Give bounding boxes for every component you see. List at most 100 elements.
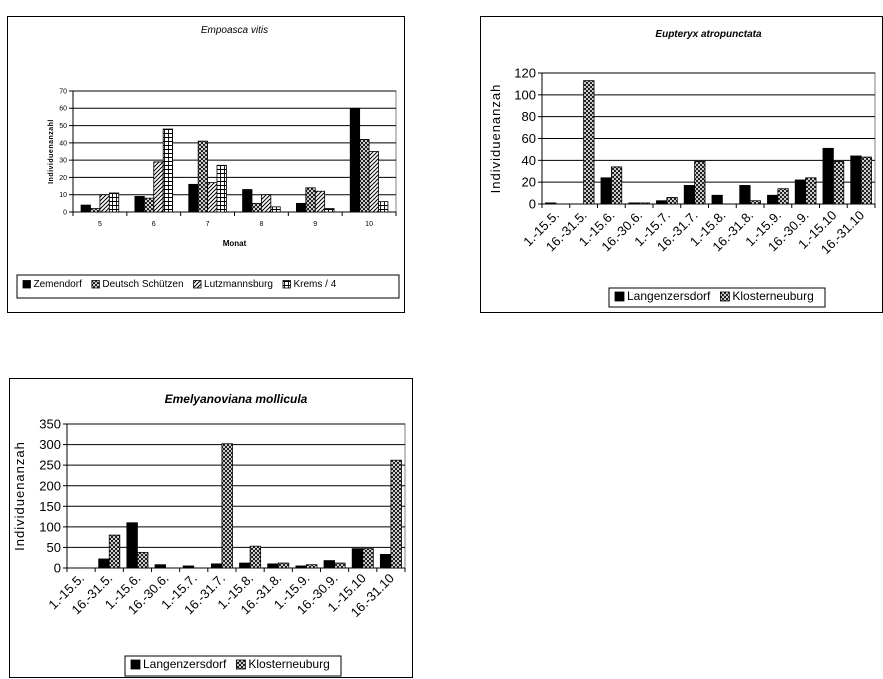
- bar: [216, 164, 227, 213]
- legend-entry: Klosterneuburg: [732, 289, 813, 303]
- y-tick-label: 80: [522, 109, 536, 124]
- bar: [362, 548, 374, 569]
- bar: [767, 194, 779, 205]
- bar: [296, 202, 307, 213]
- legend-entry: Lutzmannsburg: [204, 279, 273, 290]
- bar: [777, 188, 789, 205]
- bar: [749, 200, 761, 205]
- chart-title: Empoasca vitis: [201, 25, 268, 36]
- legend-entry: Langenzersdorf: [627, 289, 711, 303]
- bar: [390, 459, 402, 569]
- bar: [368, 151, 379, 213]
- bar: [638, 202, 650, 205]
- bar: [80, 204, 91, 213]
- bar: [805, 177, 817, 205]
- legend-entry: Zemendorf: [34, 279, 83, 290]
- legend-swatch: [719, 291, 730, 302]
- bar: [270, 206, 281, 213]
- bar: [277, 562, 290, 569]
- bar: [98, 558, 110, 569]
- bar: [295, 565, 307, 569]
- bar: [108, 534, 121, 569]
- bar: [583, 80, 595, 205]
- bar: [99, 194, 110, 213]
- bar: [249, 545, 262, 569]
- chart-title: Eupteryx atropunctata: [655, 29, 762, 40]
- bar: [210, 563, 223, 569]
- y-tick-label: 0: [529, 197, 536, 212]
- bar: [323, 560, 335, 569]
- y-tick-label: 120: [514, 66, 536, 81]
- y-tick-label: 10: [59, 192, 67, 199]
- legend-entry: Krems / 4: [293, 279, 336, 290]
- chart-empoasca-vitis: Empoasca vitis 0 10 20 30 40 50 60 70 Individuena…: [7, 16, 405, 313]
- legend-swatch: [282, 280, 291, 289]
- bar: [739, 185, 751, 205]
- y-tick-label: 100: [39, 519, 61, 534]
- chart-2-svg: Eupteryx atropunctata 0 20 40 60 80 100 120 Indi…: [488, 29, 876, 308]
- chart-title: Emelyanoviana mollicula: [165, 392, 308, 406]
- bar: [628, 202, 640, 205]
- legend-swatch: [91, 280, 100, 289]
- bar: [197, 140, 208, 213]
- bar: [251, 202, 262, 213]
- bar: [694, 161, 706, 205]
- bar: [600, 177, 612, 205]
- bar: [108, 192, 120, 213]
- legend-entry: Klosterneuburg: [248, 657, 329, 671]
- legend-box: [608, 287, 826, 308]
- bar: [137, 551, 149, 569]
- y-tick-label: 350: [39, 417, 61, 432]
- bar: [850, 155, 862, 205]
- legend-swatch: [130, 659, 141, 670]
- bar: [267, 563, 279, 569]
- y-tick-label: 50: [59, 123, 67, 130]
- bar: [188, 183, 199, 213]
- bar: [134, 196, 145, 213]
- bar: [822, 147, 834, 205]
- y-tick-label: 0: [63, 209, 67, 216]
- bar: [239, 562, 251, 569]
- bar: [351, 548, 364, 569]
- bar: [711, 194, 723, 205]
- bar: [306, 564, 318, 569]
- chart-3-svg: Emelyanoviana mollicula 0 50 100 150 200 250 30…: [12, 392, 406, 677]
- y-tick-label: 70: [59, 88, 67, 95]
- y-axis-label: Individuenanzah: [488, 84, 503, 194]
- y-tick-label: 40: [522, 153, 536, 168]
- x-tick-label: 7: [206, 221, 210, 228]
- y-tick-label: 300: [39, 437, 61, 452]
- bar: [683, 185, 696, 205]
- legend-swatch: [193, 280, 202, 289]
- y-axis-label: Individuenanzahl: [48, 119, 55, 184]
- bar: [242, 189, 253, 213]
- chart-eupteryx-atropunctata: Eupteryx atropunctata 0 20 40 60 80 100 120 Indi…: [480, 16, 883, 313]
- y-tick-label: 30: [59, 158, 67, 165]
- bar: [126, 522, 138, 569]
- chart-1-svg: Empoasca vitis 0 10 20 30 40 50 60 70 Individuena…: [16, 25, 400, 299]
- y-tick-label: 0: [54, 561, 61, 576]
- y-tick-label: 20: [522, 175, 536, 190]
- bar: [153, 161, 164, 213]
- y-tick-label: 200: [39, 478, 61, 493]
- bar: [90, 208, 101, 213]
- bar: [261, 194, 272, 213]
- bar: [162, 128, 173, 213]
- bar: [324, 208, 335, 213]
- legend-entry: Deutsch Schützen: [102, 279, 183, 290]
- bar: [305, 187, 316, 213]
- plot-area: [72, 90, 397, 213]
- bar: [860, 156, 872, 205]
- bar: [314, 190, 326, 213]
- y-tick-label: 60: [522, 131, 536, 146]
- legend-entry: Langenzersdorf: [143, 657, 227, 671]
- y-axis-label: Individuenanzah: [12, 441, 27, 551]
- bar: [207, 182, 218, 213]
- y-tick-label: 60: [59, 106, 67, 113]
- bar: [656, 200, 668, 205]
- y-tick-label: 20: [59, 175, 67, 182]
- y-tick-label: 40: [59, 140, 67, 147]
- x-tick-label: 8: [259, 221, 263, 228]
- x-tick-label: 5: [98, 221, 102, 228]
- bar: [221, 443, 233, 569]
